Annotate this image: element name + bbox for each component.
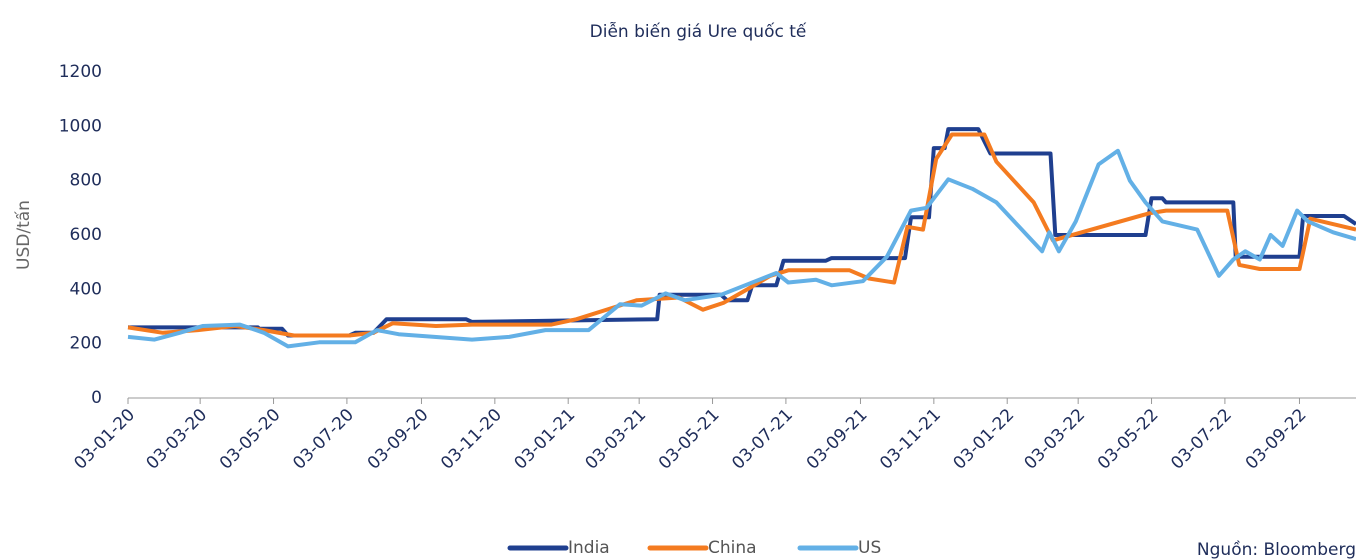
- x-tick-label: 03-03-22: [1021, 405, 1090, 474]
- y-tick-label: 600: [70, 225, 102, 245]
- y-tick-label: 0: [91, 388, 102, 408]
- x-tick-label: 03-11-21: [876, 405, 945, 474]
- x-tick-label: 03-07-21: [728, 405, 797, 474]
- y-tick-label: 1200: [59, 62, 102, 82]
- line-series: [128, 127, 1356, 338]
- legend-label: US: [858, 538, 881, 558]
- chart-title: Diễn biến giá Ure quốc tế: [590, 21, 807, 42]
- x-tick-label: 03-05-21: [655, 405, 724, 474]
- y-tick-label: 1000: [59, 116, 102, 136]
- y-tick-label: 200: [70, 334, 102, 354]
- line-series: [127, 148, 1356, 349]
- y-tick-label: 800: [70, 171, 102, 191]
- x-tick-label: 03-09-22: [1242, 405, 1311, 474]
- x-tick-label: 03-09-21: [803, 405, 872, 474]
- x-tick-label: 03-09-20: [364, 405, 433, 474]
- legend-label: China: [708, 538, 757, 558]
- line-series: [127, 132, 1356, 338]
- x-tick-label: 03-05-20: [216, 405, 285, 474]
- x-tick-label: 03-01-20: [70, 405, 139, 474]
- y-tick-label: 400: [70, 279, 102, 299]
- x-tick-label: 03-07-20: [289, 405, 358, 474]
- x-tick-label: 03-03-21: [582, 405, 651, 474]
- y-axis-label: USD/tấn: [13, 200, 34, 270]
- x-tick-label: 03-01-21: [511, 405, 580, 474]
- x-tick-label: 03-07-22: [1167, 405, 1236, 474]
- x-tick-label: 03-11-20: [437, 405, 506, 474]
- x-tick-label: 03-01-22: [950, 405, 1019, 474]
- x-tick-label: 03-05-22: [1094, 405, 1163, 474]
- source-note: Nguồn: Bloomberg: [1197, 539, 1356, 559]
- x-tick-label: 03-03-20: [143, 405, 212, 474]
- legend-label: India: [568, 538, 610, 558]
